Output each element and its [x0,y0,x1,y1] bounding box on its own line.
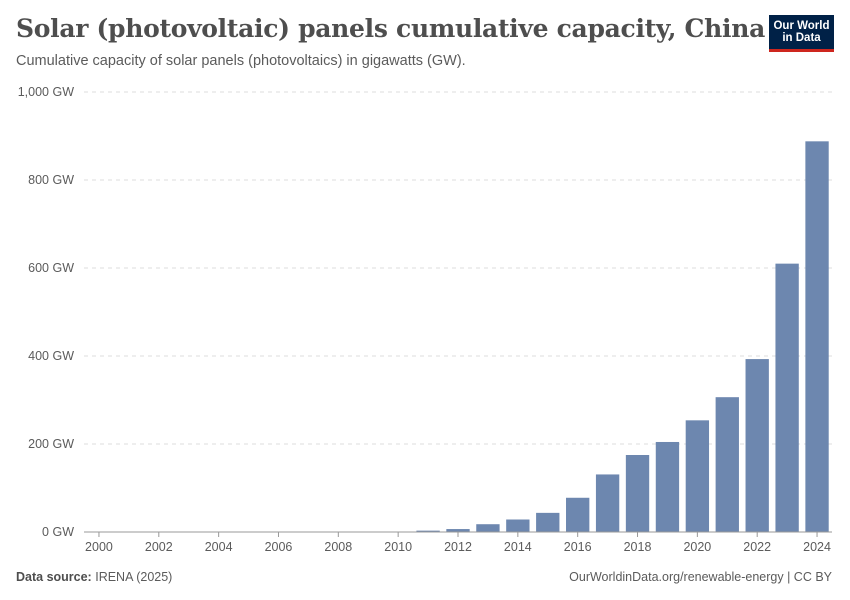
bar-2012[interactable] [446,529,470,532]
bar-2024[interactable] [805,141,829,532]
x-tick-label: 2024 [803,540,831,554]
y-tick-label: 400 GW [28,349,74,363]
bar-2011[interactable] [416,530,440,532]
data-source: Data source: IRENA (2025) [16,570,172,584]
x-tick-label: 2022 [743,540,771,554]
y-tick-label: 200 GW [28,437,74,451]
y-tick-label: 600 GW [28,261,74,275]
x-tick-label: 2010 [384,540,412,554]
bar-2019[interactable] [655,441,680,532]
bar-2017[interactable] [595,474,620,532]
x-tick-label: 2018 [624,540,652,554]
x-tick-label: 2004 [205,540,233,554]
chart-subtitle: Cumulative capacity of solar panels (pho… [16,53,466,69]
x-tick-label: 2002 [145,540,173,554]
bar-2013[interactable] [476,524,500,532]
data-source-label: Data source: [16,570,92,584]
bar-2016[interactable] [566,497,590,532]
bar-chart: 0 GW 200 GW 400 GW 600 GW 800 GW 1,000 GW 200… [18,85,832,554]
bar-2022[interactable] [745,359,769,532]
footer-link[interactable]: OurWorldinData.org/renewable-energy | CC… [569,570,832,584]
data-source-value[interactable]: IRENA (2025) [95,570,173,584]
x-tick-label: 2008 [324,540,352,554]
x-tick-label: 2014 [504,540,532,554]
x-tick-label: 2020 [683,540,711,554]
y-tick-label: 1,000 GW [18,85,74,99]
x-tick-label: 2006 [265,540,293,554]
logo-line-1: Our World [773,20,830,32]
y-axis-labels: 0 GW 200 GW 400 GW 600 GW 800 GW 1,000 GW [18,85,74,539]
bar-2018[interactable] [625,455,650,532]
owid-logo[interactable]: Our World in Data [769,15,834,52]
gridlines [84,91,832,445]
x-axis-ticks: 2000 2002 2004 2006 2008 2010 2012 2014 2016 2018… [85,532,831,554]
bar-2014[interactable] [506,519,530,532]
bar-2021[interactable] [715,397,739,532]
y-tick-label: 800 GW [28,173,74,187]
y-tick-label: 0 GW [42,525,74,539]
x-tick-label: 2016 [564,540,592,554]
bar-2015[interactable] [536,512,560,532]
chart-title: Solar (photovoltaic) panels cumulative c… [16,14,765,43]
logo-line-2: in Data [782,32,821,44]
x-tick-label: 2012 [444,540,472,554]
x-tick-label: 2000 [85,540,113,554]
bar-2023[interactable] [775,263,799,532]
bar-2020[interactable] [685,420,710,532]
bars [87,141,829,532]
